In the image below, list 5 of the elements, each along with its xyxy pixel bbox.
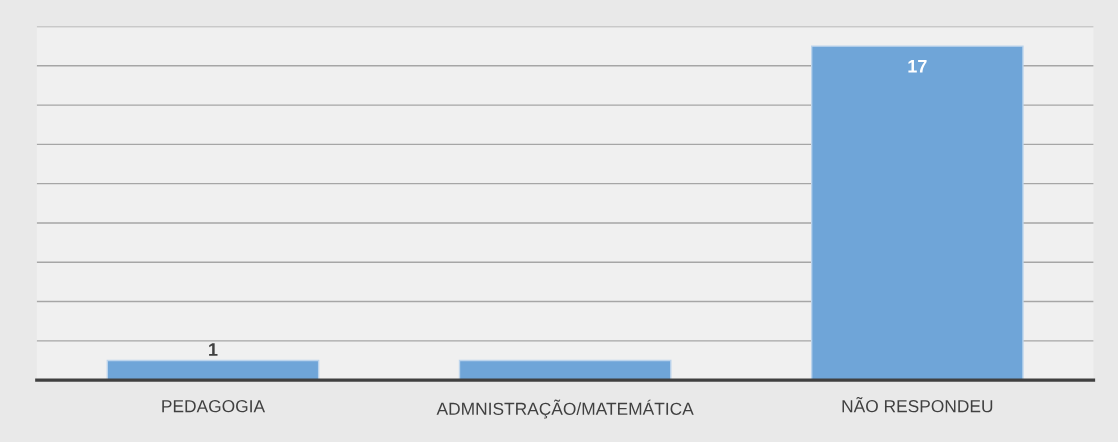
- x-tick-label: NÃO RESPONDEU: [842, 396, 993, 413]
- x-tick-label: ADMNISTRAÇÃO/MATEMÁTICA: [436, 399, 694, 419]
- data-label: 1: [209, 343, 218, 356]
- x-tick-label: PEDAGOGIA: [162, 400, 266, 413]
- data-label: 17: [908, 60, 927, 73]
